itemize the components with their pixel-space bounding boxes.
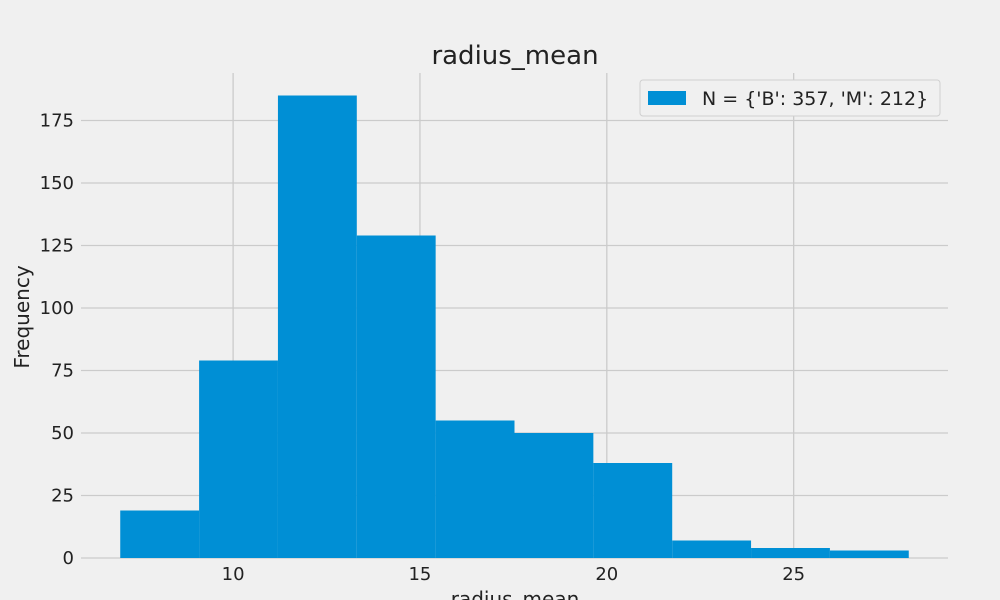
y-tick-label: 75 xyxy=(51,361,74,382)
bars xyxy=(120,95,909,558)
chart-title: radius_mean xyxy=(431,41,598,71)
x-axis-label: radius_mean xyxy=(451,587,580,600)
histogram-bar xyxy=(199,360,278,558)
legend: N = {'B': 357, 'M': 212} xyxy=(639,79,941,117)
y-axis-label: Frequency xyxy=(10,265,34,368)
histogram-bar xyxy=(356,235,436,558)
histogram-bar xyxy=(672,540,752,558)
y-tick-label: 125 xyxy=(40,236,74,257)
histogram-bar xyxy=(593,463,673,558)
y-tick-label: 175 xyxy=(40,111,74,132)
x-tick-label: 25 xyxy=(782,564,805,585)
tick-labels: 10 15 20 25 0 25 50 75 100 125 150 175 xyxy=(40,111,805,586)
y-tick-label: 0 xyxy=(63,548,74,569)
histogram-bar xyxy=(277,95,357,558)
y-tick-label: 50 xyxy=(51,423,74,444)
histogram-bar xyxy=(514,433,594,558)
y-tick-label: 100 xyxy=(40,298,74,319)
histogram-bar xyxy=(829,550,909,558)
x-tick-label: 20 xyxy=(595,564,618,585)
histogram-bar xyxy=(751,548,830,558)
x-tick-label: 10 xyxy=(222,564,245,585)
y-tick-label: 25 xyxy=(51,486,74,507)
histogram-bar xyxy=(120,510,200,558)
legend-label: N = {'B': 357, 'M': 212} xyxy=(702,88,928,110)
legend-swatch xyxy=(648,91,686,105)
x-tick-label: 15 xyxy=(408,564,431,585)
y-tick-label: 150 xyxy=(40,173,74,194)
histogram-bar xyxy=(435,420,515,558)
legend-box xyxy=(639,79,941,117)
